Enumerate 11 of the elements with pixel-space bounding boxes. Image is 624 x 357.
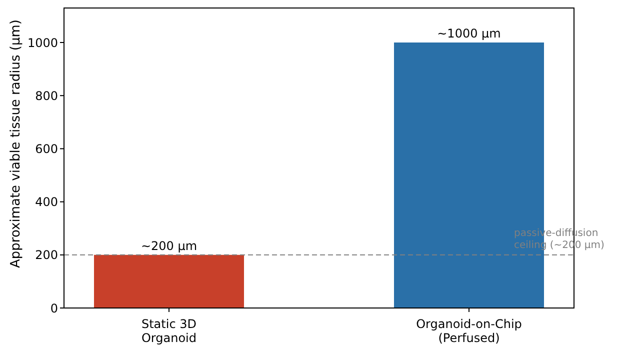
data-label: ~1000 µm (437, 26, 501, 41)
x-tick-label: Static 3D Organoid (141, 317, 197, 345)
y-tick-label: 1000 (27, 36, 58, 50)
y-tick-label: 400 (35, 195, 58, 210)
y-axis-title: Approximate viable tissue radius (µm) (8, 20, 24, 268)
x-tick-label: Organoid-on-Chip (Perfused) (416, 317, 522, 345)
y-tick-label: 200 (35, 248, 58, 262)
y-tick-label: 600 (35, 142, 58, 156)
y-tick-label: 0 (50, 301, 58, 316)
data-label: ~200 µm (140, 238, 198, 253)
y-tick-label: 800 (35, 88, 58, 103)
